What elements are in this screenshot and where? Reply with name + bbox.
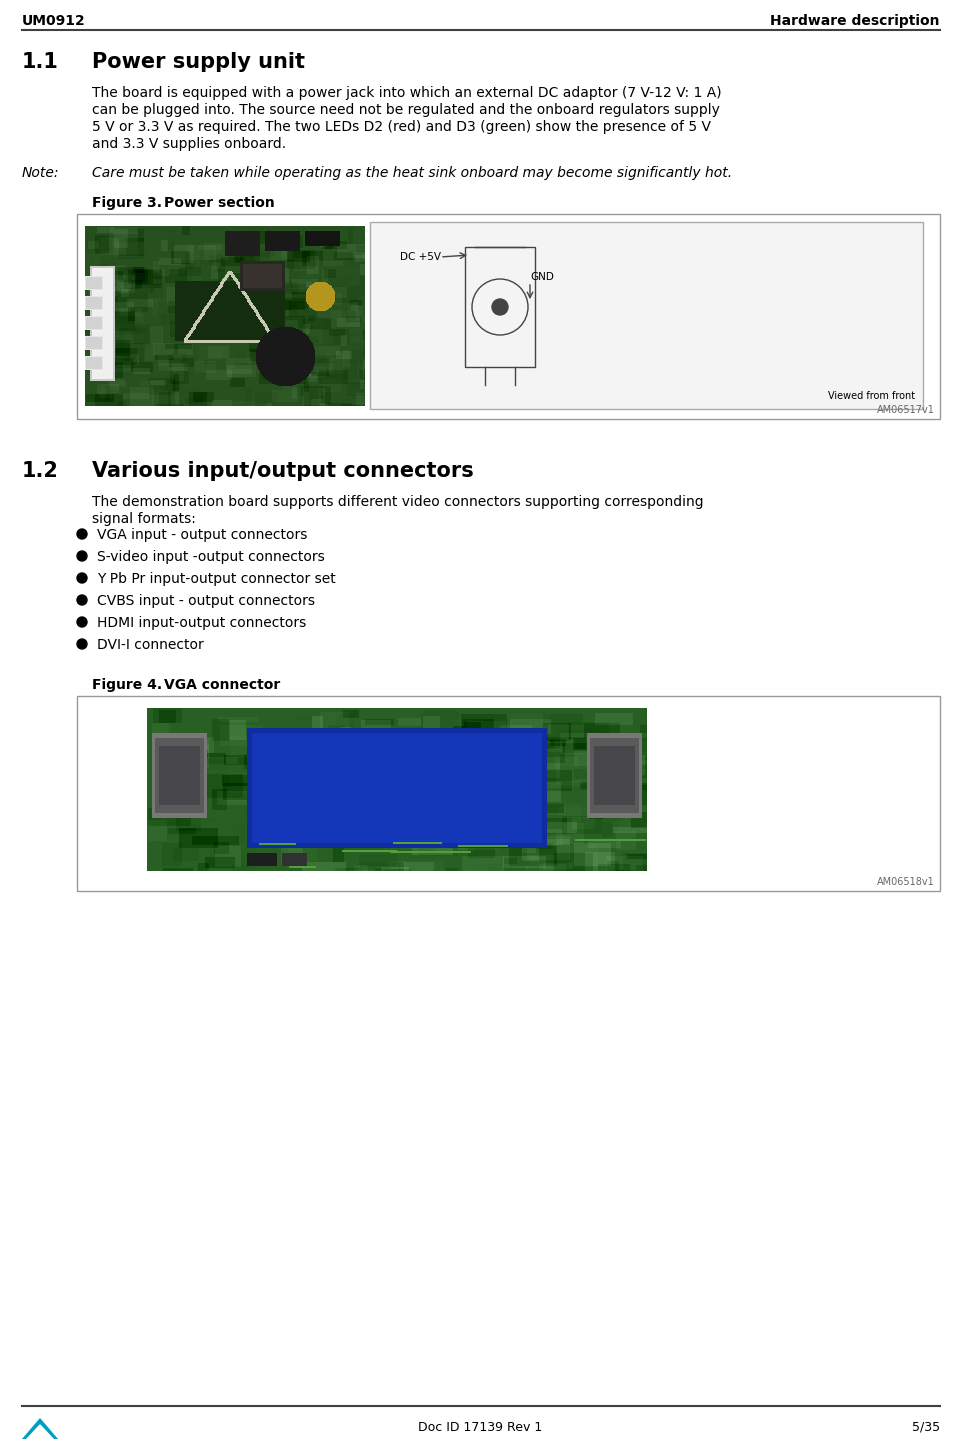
Text: AM06518v1: AM06518v1 xyxy=(877,876,935,886)
Text: Figure 4.: Figure 4. xyxy=(92,678,162,692)
Circle shape xyxy=(77,530,87,540)
Text: Viewed from front: Viewed from front xyxy=(828,391,915,401)
Text: Power supply unit: Power supply unit xyxy=(92,52,305,72)
Text: signal formats:: signal formats: xyxy=(92,512,196,527)
Circle shape xyxy=(77,594,87,604)
Bar xyxy=(77,214,940,419)
Bar xyxy=(77,696,940,891)
Text: 5/35: 5/35 xyxy=(912,1420,940,1435)
Text: Care must be taken while operating as the heat sink onboard may become significa: Care must be taken while operating as th… xyxy=(92,165,732,180)
Circle shape xyxy=(77,617,87,627)
Text: Figure 3.: Figure 3. xyxy=(92,196,162,210)
Text: can be plugged into. The source need not be regulated and the onboard regulators: can be plugged into. The source need not… xyxy=(92,104,720,117)
Text: S-video input -output connectors: S-video input -output connectors xyxy=(97,550,324,564)
Text: DVI-I connector: DVI-I connector xyxy=(97,637,204,652)
Text: 1.2: 1.2 xyxy=(22,460,59,481)
Bar xyxy=(370,222,923,409)
Text: The demonstration board supports different video connectors supporting correspon: The demonstration board supports differe… xyxy=(92,495,704,509)
Text: The board is equipped with a power jack into which an external DC adaptor (7 V-1: The board is equipped with a power jack … xyxy=(92,86,722,99)
Text: Doc ID 17139 Rev 1: Doc ID 17139 Rev 1 xyxy=(418,1420,542,1435)
Text: Note:: Note: xyxy=(22,165,60,180)
Text: DC +5V: DC +5V xyxy=(400,252,441,262)
Circle shape xyxy=(77,573,87,583)
Text: CVBS input - output connectors: CVBS input - output connectors xyxy=(97,594,315,609)
Text: Hardware description: Hardware description xyxy=(771,14,940,27)
Text: GND: GND xyxy=(530,272,554,282)
Bar xyxy=(465,248,535,367)
Text: Power section: Power section xyxy=(164,196,275,210)
Text: UM0912: UM0912 xyxy=(22,14,85,27)
Circle shape xyxy=(77,639,87,649)
Polygon shape xyxy=(22,1417,58,1439)
Text: and 3.3 V supplies onboard.: and 3.3 V supplies onboard. xyxy=(92,137,286,151)
Text: VGA input - output connectors: VGA input - output connectors xyxy=(97,528,307,543)
Text: 5 V or 3.3 V as required. The two LEDs D2 (red) and D3 (green) show the presence: 5 V or 3.3 V as required. The two LEDs D… xyxy=(92,119,711,134)
Text: Various input/output connectors: Various input/output connectors xyxy=(92,460,473,481)
Circle shape xyxy=(492,299,508,315)
Text: 1.1: 1.1 xyxy=(22,52,59,72)
Text: Y Pb Pr input-output connector set: Y Pb Pr input-output connector set xyxy=(97,571,336,586)
Text: AM06517v1: AM06517v1 xyxy=(877,404,935,414)
Text: HDMI input-output connectors: HDMI input-output connectors xyxy=(97,616,306,630)
Circle shape xyxy=(77,551,87,561)
Text: VGA connector: VGA connector xyxy=(164,678,280,692)
